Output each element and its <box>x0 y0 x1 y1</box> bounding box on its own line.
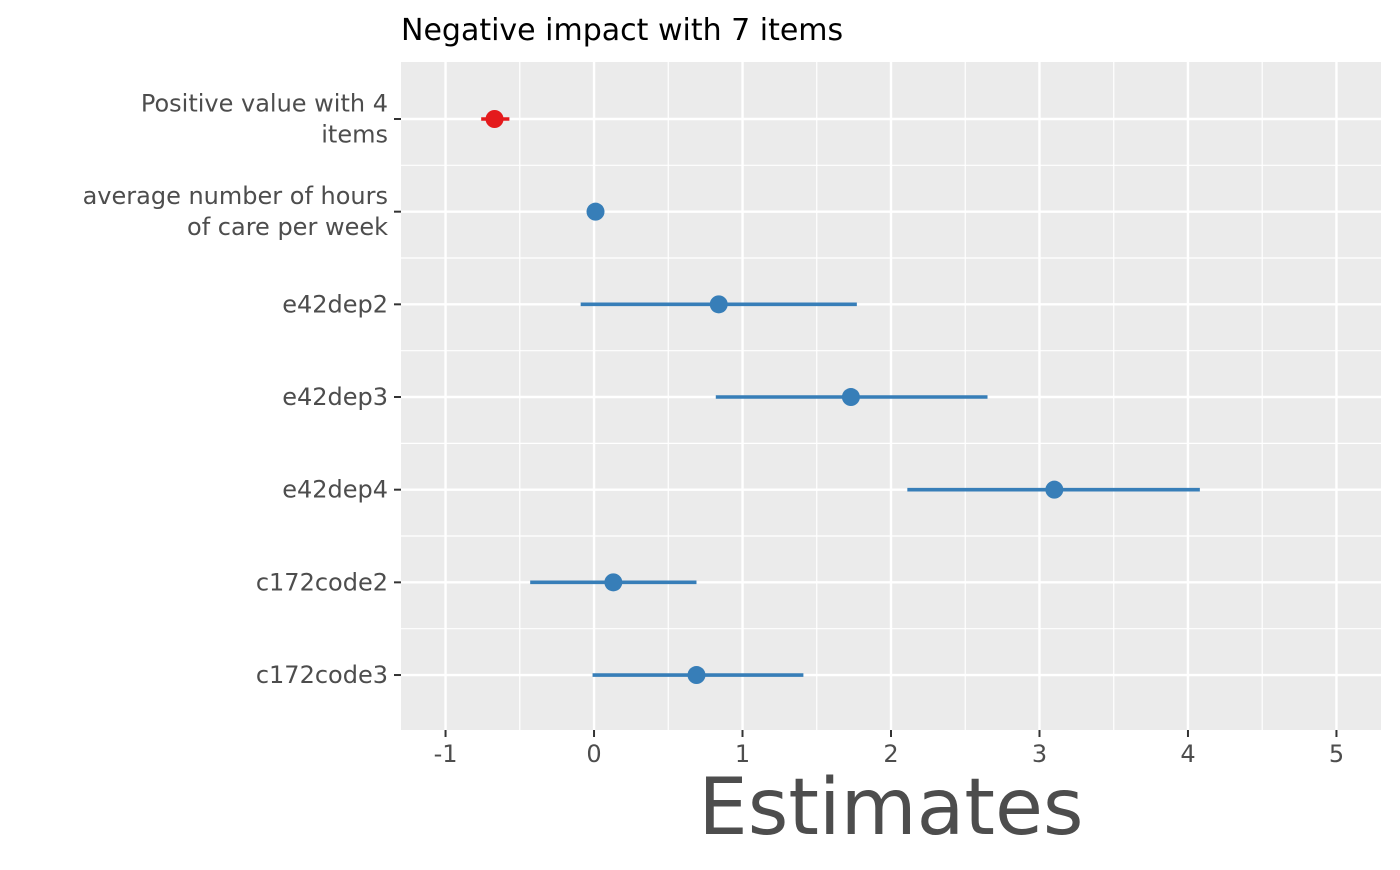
y-tick-label: e42dep3 <box>282 383 388 411</box>
chart-title: Negative impact with 7 items <box>401 13 843 48</box>
x-tick-label: 4 <box>1180 740 1195 768</box>
y-axis: Positive value with 4 items average number… <box>83 90 401 689</box>
estimate-point <box>709 295 728 314</box>
estimate-point <box>586 202 605 221</box>
y-tick-label: Positive value with 4 items <box>141 90 388 149</box>
estimate-points <box>485 110 1064 685</box>
x-axis: -1 0 1 2 3 4 5 <box>434 730 1344 768</box>
x-tick-label: 1 <box>735 740 750 768</box>
x-tick-label: 3 <box>1032 740 1047 768</box>
estimate-point <box>687 666 706 685</box>
x-tick-label: 0 <box>586 740 601 768</box>
estimate-point <box>485 110 504 128</box>
y-tick-label: average number of hours of care per week <box>83 182 389 241</box>
y-tick-label: c172code3 <box>256 661 388 689</box>
estimate-point <box>841 388 860 407</box>
x-tick-label: 5 <box>1329 740 1344 768</box>
x-axis-title: Estimates <box>698 763 1083 853</box>
major-gridlines-y <box>401 117 1381 677</box>
estimate-point <box>604 573 623 592</box>
estimate-point <box>1045 480 1064 499</box>
y-tick-label: e42dep4 <box>282 476 388 504</box>
y-tick-label: c172code2 <box>256 568 388 596</box>
y-tick-label: e42dep2 <box>282 290 388 318</box>
x-tick-label: 2 <box>883 740 898 768</box>
x-tick-label: -1 <box>434 740 458 768</box>
